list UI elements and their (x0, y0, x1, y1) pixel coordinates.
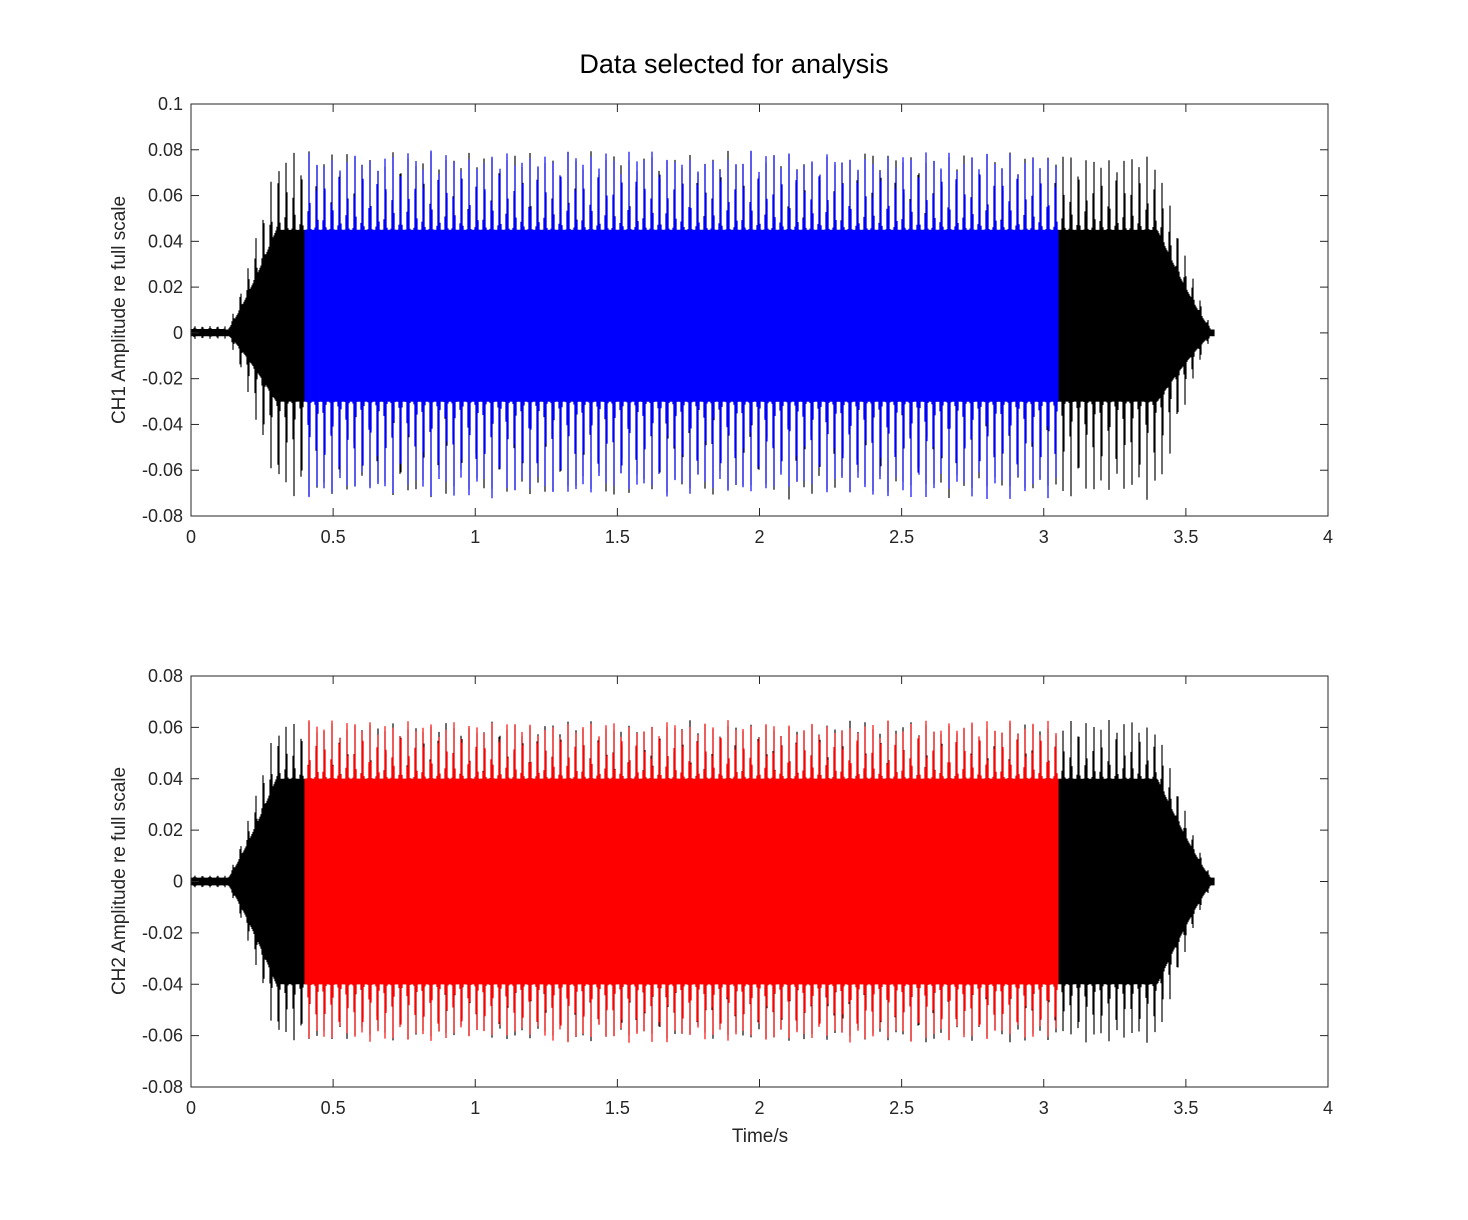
x-tick-label: 1 (470, 527, 480, 547)
x-tick-label: 2.5 (889, 527, 914, 547)
y-tick-label: 0.1 (158, 94, 183, 114)
x-tick-label: 3 (1039, 527, 1049, 547)
x-axis-label: Time/s (732, 1126, 788, 1147)
figure-title: Data selected for analysis (579, 49, 888, 79)
y-tick-label: 0 (173, 872, 183, 892)
y-tick-label: 0.08 (148, 666, 183, 686)
ch2-panel: 0 0.5 1 1.5 2 2.5 3 3.5 4 -0.08 -0.06 -0.04 -0.02 0 0.… (109, 666, 1333, 1147)
x-tick-label: 2 (754, 1098, 764, 1118)
ch1-y-axis-label: CH1 Amplitude re full scale (109, 196, 130, 424)
y-tick-label: -0.04 (142, 974, 183, 994)
x-tick-label: 4 (1323, 1098, 1333, 1118)
ch2-y-axis-label: CH2 Amplitude re full scale (109, 767, 130, 995)
y-tick-label: -0.08 (142, 1077, 183, 1097)
x-tick-label: 4 (1323, 527, 1333, 547)
y-tick-label: 0.06 (148, 186, 183, 206)
x-tick-label: 0.5 (321, 527, 346, 547)
y-tick-label: -0.06 (142, 460, 183, 480)
y-tick-label: 0.04 (148, 231, 183, 251)
x-tick-label: 1.5 (605, 527, 630, 547)
x-tick-label: 0 (186, 527, 196, 547)
y-tick-label: 0.02 (148, 277, 183, 297)
x-tick-label: 3 (1039, 1098, 1049, 1118)
x-tick-label: 1.5 (605, 1098, 630, 1118)
ch2-signal-traces (190, 720, 1215, 1043)
y-tick-label: 0.08 (148, 140, 183, 160)
ch2-ticks: 0 0.5 1 1.5 2 2.5 3 3.5 4 -0.08 -0.06 -0.04 -0.02 0 0.… (142, 666, 1333, 1118)
y-tick-label: 0.02 (148, 820, 183, 840)
ch1-signal-traces (190, 150, 1215, 500)
x-tick-label: 3.5 (1173, 527, 1198, 547)
y-tick-label: 0 (173, 323, 183, 343)
y-tick-label: -0.02 (142, 923, 183, 943)
selected-for-analysis-trace (304, 720, 1059, 1043)
y-tick-label: 0.04 (148, 769, 183, 789)
x-tick-label: 2 (754, 527, 764, 547)
y-tick-label: -0.02 (142, 369, 183, 389)
ch1-ticks: 0 0.5 1 1.5 2 2.5 3 3.5 4 -0.08 -0.06 -0.04 -0.02 0 0.… (142, 94, 1333, 547)
x-tick-label: 0 (186, 1098, 196, 1118)
ch1-panel: 0 0.5 1 1.5 2 2.5 3 3.5 4 -0.08 -0.06 -0.04 -0.02 0 0.… (109, 94, 1333, 547)
x-tick-label: 2.5 (889, 1098, 914, 1118)
selected-for-analysis-trace (304, 150, 1059, 499)
y-tick-label: -0.08 (142, 506, 183, 526)
y-tick-label: -0.04 (142, 414, 183, 434)
y-tick-label: 0.06 (148, 717, 183, 737)
x-tick-label: 0.5 (321, 1098, 346, 1118)
x-tick-label: 1 (470, 1098, 480, 1118)
x-tick-label: 3.5 (1173, 1098, 1198, 1118)
y-tick-label: -0.06 (142, 1026, 183, 1046)
